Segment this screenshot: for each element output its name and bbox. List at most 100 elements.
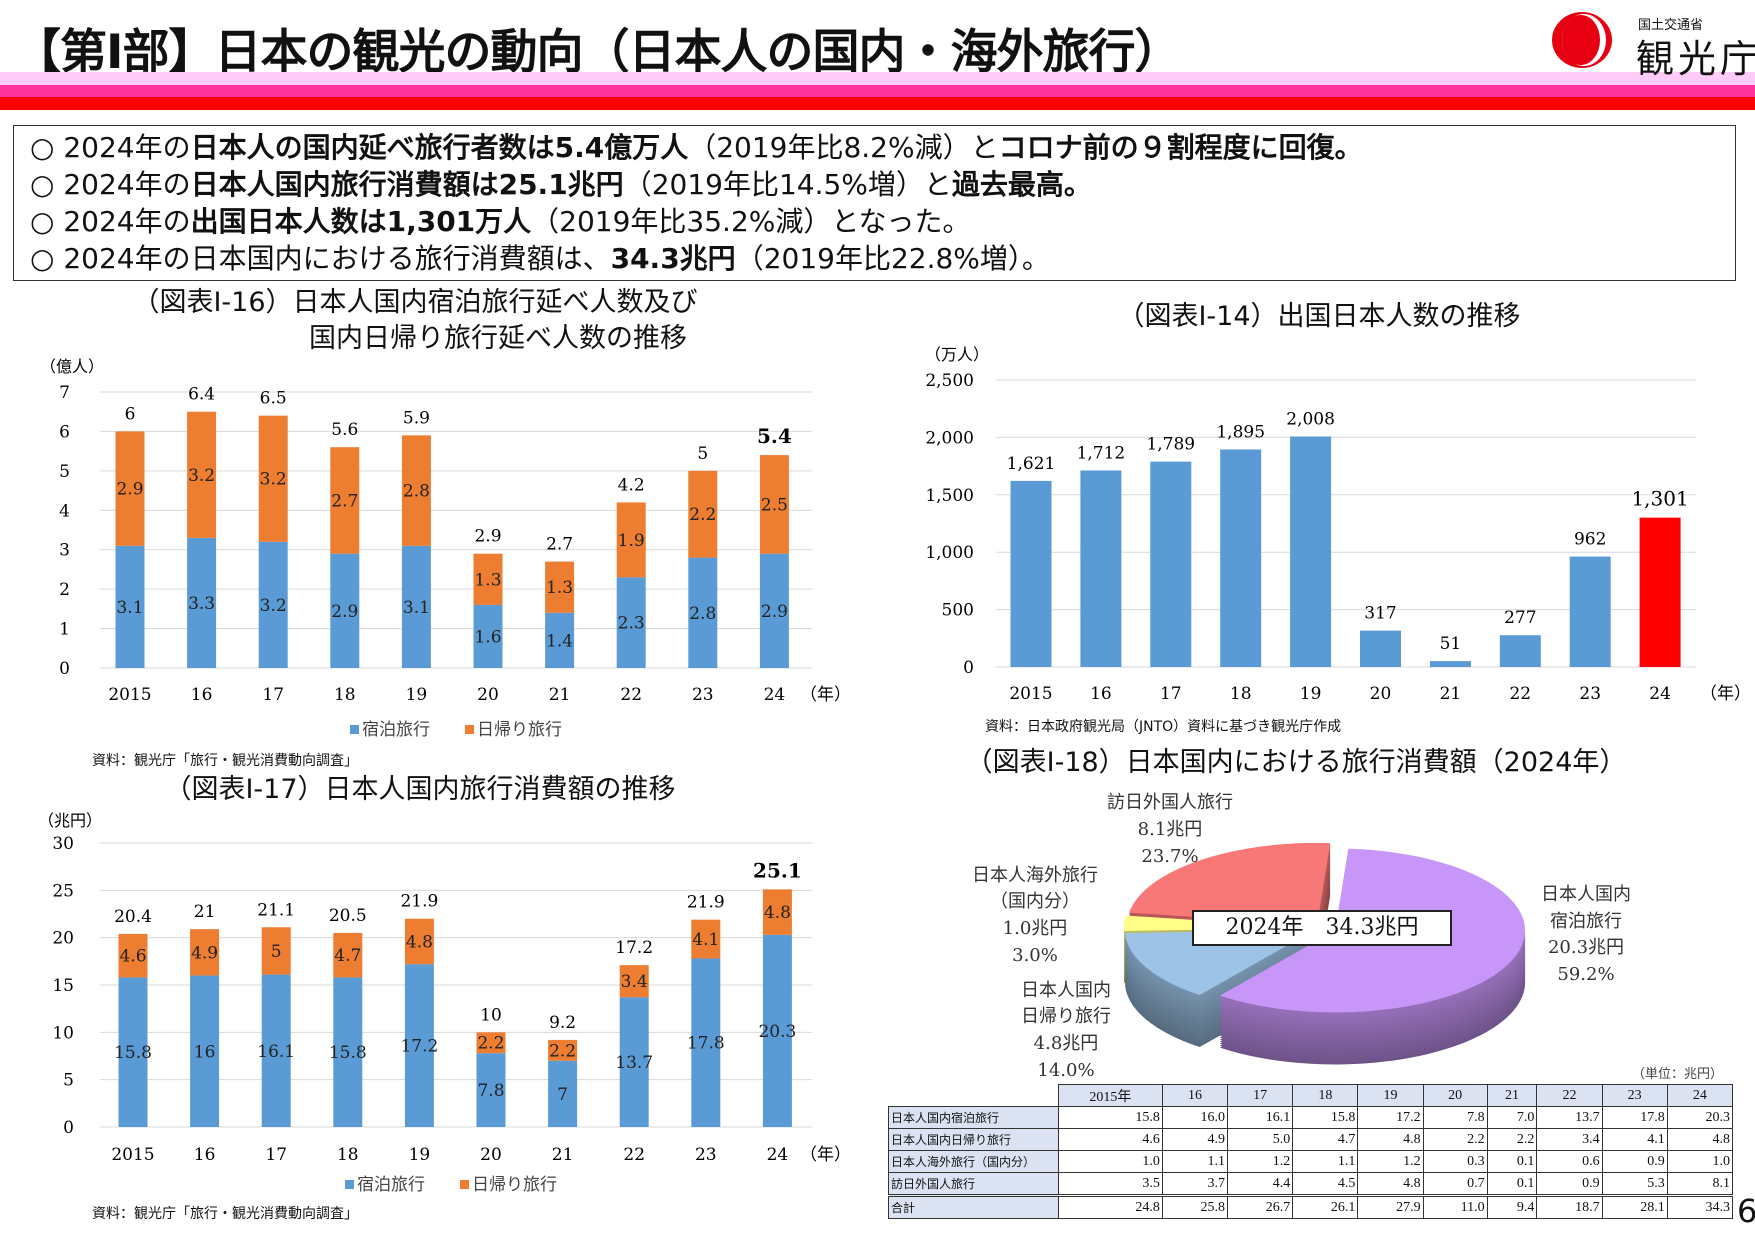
table-cell: 0.1 xyxy=(1486,1150,1538,1173)
segment-value-label: 1.6 xyxy=(474,627,501,647)
segment-value-label: 7.8 xyxy=(477,1081,504,1101)
table-row: 日本人国内宿泊旅行 15.8 16.0 16.1 15.8 17.2 7.8 7.0 13.7 1… xyxy=(888,1106,1734,1129)
segment-value-label: 2.9 xyxy=(116,480,143,500)
page-number: 6 xyxy=(1737,1192,1755,1230)
segment-value-label: 2.3 xyxy=(618,614,645,634)
bar-segment-stay xyxy=(759,553,789,668)
bar-segment-day xyxy=(476,1032,506,1054)
total-value-label: 5.6 xyxy=(331,420,358,440)
logo-ministry-text: 国土交通省 xyxy=(1638,18,1704,33)
x-tick-label: 18 xyxy=(337,1145,359,1165)
bar xyxy=(1429,661,1471,667)
legend-swatch xyxy=(460,1180,469,1189)
bar xyxy=(1010,480,1052,667)
table-header-cell: 21 xyxy=(1486,1084,1538,1107)
table-cell: 3.7 xyxy=(1161,1172,1229,1196)
y-tick-label: 30 xyxy=(52,834,74,854)
x-tick-label: 20 xyxy=(477,685,499,705)
bar-value-label: 277 xyxy=(1504,608,1536,628)
segment-value-label: 2.2 xyxy=(549,1041,576,1061)
table-row-label: 日本人国内日帰り旅行 xyxy=(888,1128,1059,1151)
x-tick-label: 22 xyxy=(620,685,642,705)
segment-value-label: 15.8 xyxy=(329,1043,367,1063)
total-value-label: 4.2 xyxy=(618,475,645,495)
bar-segment-stay xyxy=(688,557,718,668)
pie-label-name: 日本人国内 xyxy=(1021,980,1111,1001)
consumption-table: 2015年 16 17 18 19 20 21 22 23 24 日本人国内宿泊旅行 15.8 16.… xyxy=(888,1084,1734,1219)
table-cell: 18.7 xyxy=(1536,1194,1603,1219)
table-row: 合計 24.8 25.8 26.7 26.1 27.9 11.0 9.4 18.7 28.1 34.… xyxy=(888,1194,1734,1219)
table-row: 訪日外国人旅行 3.5 3.7 4.4 4.5 4.8 0.7 0.1 0.9 5.3 8.1 xyxy=(888,1172,1734,1196)
y-tick-label: 4 xyxy=(59,501,70,521)
segment-value-label: 4.8 xyxy=(406,932,433,952)
table-header-cell: 22 xyxy=(1536,1084,1603,1107)
legend-swatch xyxy=(465,725,474,734)
bar-segment-day xyxy=(619,965,649,998)
bar-segment-day xyxy=(545,561,575,613)
bar-segment-stay xyxy=(548,1060,578,1127)
table-cell: 1.2 xyxy=(1227,1150,1294,1173)
table-cell: 25.8 xyxy=(1161,1194,1229,1219)
fig16-title-line2: 国内日帰り旅行延べ人数の推移 xyxy=(309,323,687,354)
total-value-label: 6.4 xyxy=(188,385,215,405)
y-tick-label: 15 xyxy=(52,976,74,996)
segment-value-label: 1.4 xyxy=(546,631,573,651)
bar-value-label: 1,621 xyxy=(1007,454,1056,474)
bar xyxy=(1290,436,1332,667)
bar-segment-stay xyxy=(187,537,217,668)
pie-slice xyxy=(1125,929,1315,996)
bar xyxy=(1080,470,1122,667)
x-tick-label: 23 xyxy=(1579,684,1601,704)
table-cell: 0.9 xyxy=(1536,1172,1603,1196)
segment-value-label: 1.9 xyxy=(618,531,645,551)
y-unit-label: （兆円） xyxy=(38,811,102,830)
pie-label-name: （国内分） xyxy=(990,891,1080,912)
bar-segment-stay xyxy=(118,977,148,1127)
table-cell: 15.8 xyxy=(1292,1106,1359,1129)
table-row-label: 合計 xyxy=(888,1194,1059,1219)
bar-segment-stay xyxy=(545,612,575,668)
total-value-label: 6.5 xyxy=(260,389,287,409)
table-row: 日本人海外旅行（国内分） 1.0 1.1 1.2 1.1 1.2 0.3 0.1 0.6 0.9 1… xyxy=(888,1150,1734,1173)
segment-value-label: 2.9 xyxy=(761,602,788,622)
header-band-light-pink xyxy=(0,72,1755,85)
pie-center-label: 2024年 34.3兆円 xyxy=(1192,910,1452,946)
bar-value-label: 1,895 xyxy=(1216,422,1265,442)
bar xyxy=(1360,630,1401,667)
table-header-cell: 16 xyxy=(1161,1084,1229,1107)
x-tick-label: 24 xyxy=(1649,684,1671,704)
x-tick-label: 2015 xyxy=(108,685,151,705)
x-tick-label: 19 xyxy=(406,685,428,705)
pie-label-value: 4.8兆円 xyxy=(1034,1033,1099,1054)
y-tick-label: 5 xyxy=(63,1071,74,1091)
bar-segment-day xyxy=(548,1039,578,1061)
bar-segment-day xyxy=(404,918,434,965)
pie-label-value: 1.0兆円 xyxy=(1003,918,1068,939)
segment-value-label: 3.4 xyxy=(621,972,648,992)
total-value-label: 10 xyxy=(480,1005,502,1025)
segment-value-label: 1.3 xyxy=(474,570,501,590)
summary-segment: 出国日本人数は1,301万人 xyxy=(190,205,532,238)
table-cell: 26.1 xyxy=(1292,1194,1359,1219)
y-tick-label: 2,500 xyxy=(925,371,974,391)
fig14-source: 資料：日本政府観光局（JNTO）資料に基づき観光庁作成 xyxy=(985,719,1342,735)
segment-value-label: 2.7 xyxy=(331,491,358,511)
table-cell: 11.0 xyxy=(1422,1194,1488,1219)
segment-value-label: 17.2 xyxy=(400,1037,438,1057)
total-value-label: 20.4 xyxy=(114,907,152,927)
bar-segment-stay xyxy=(333,977,363,1127)
bar-segment-day xyxy=(258,415,288,542)
table-header-cell: 23 xyxy=(1601,1084,1668,1107)
x-tick-label: 16 xyxy=(191,685,213,705)
table-cell: 2.2 xyxy=(1422,1128,1488,1151)
total-value-label: 17.2 xyxy=(615,938,653,958)
table-header-cell: 19 xyxy=(1357,1084,1424,1107)
summary-segment: （2019年比35.2%減）となった。 xyxy=(531,205,971,238)
bar-value-label: 317 xyxy=(1364,604,1396,624)
segment-value-label: 7 xyxy=(557,1085,568,1105)
japan-tourism-agency-logo: 国土交通省 観光庁 xyxy=(1550,10,1755,81)
y-tick-label: 0 xyxy=(59,659,70,679)
table-cell: 13.7 xyxy=(1536,1106,1603,1129)
total-value-label: 9.2 xyxy=(549,1013,576,1033)
table-cell: 4.7 xyxy=(1292,1128,1359,1151)
